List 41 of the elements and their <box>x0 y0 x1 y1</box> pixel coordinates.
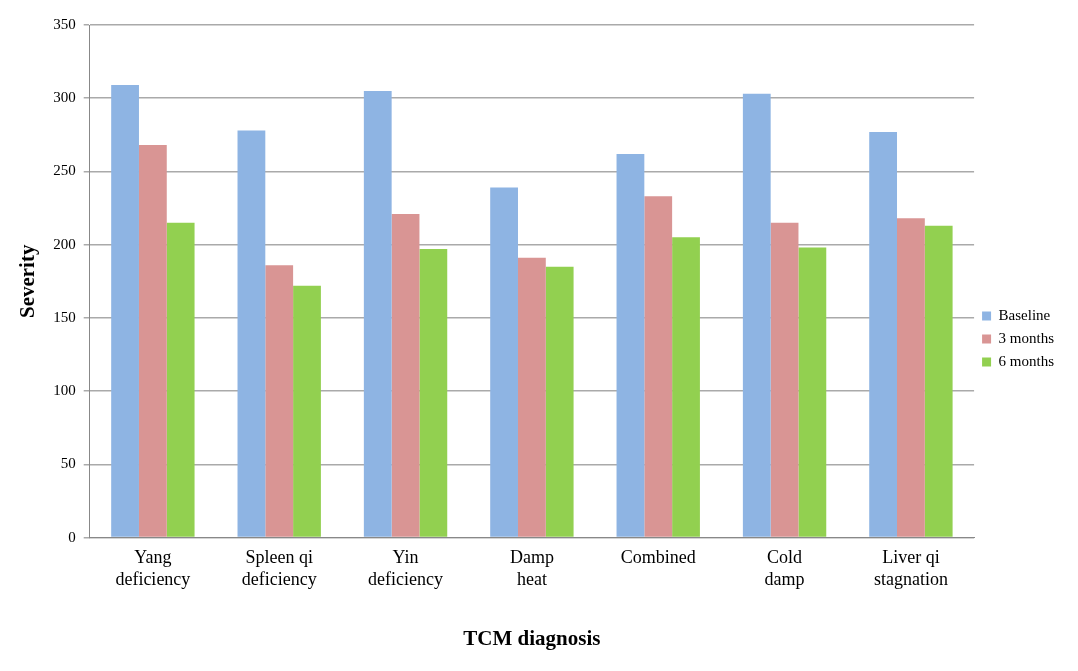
x-axis-title: TCM diagnosis <box>463 625 601 650</box>
bar <box>138 145 167 537</box>
x-tick-label: Combined <box>620 547 696 568</box>
bar <box>419 249 448 537</box>
bar <box>517 257 546 537</box>
bar <box>111 85 139 537</box>
bar <box>391 213 420 537</box>
y-axis-title: Severity <box>15 244 40 319</box>
bar <box>897 218 925 537</box>
y-tick-label: 250 <box>53 162 76 179</box>
y-tick-label: 300 <box>53 89 76 106</box>
x-tick-label: Cold damp <box>764 547 805 589</box>
y-tick-label: 200 <box>53 235 76 252</box>
bar <box>770 222 799 537</box>
legend-label: 3 months <box>998 329 1055 346</box>
x-tick-label: Liver qi stagnation <box>873 547 948 589</box>
bar <box>293 285 321 537</box>
bar <box>616 153 645 537</box>
bar <box>363 90 392 537</box>
y-tick-label: 350 <box>53 15 76 32</box>
bar <box>166 222 195 537</box>
x-tick-label: Spleen qi deficiency <box>241 547 317 589</box>
bar <box>798 247 827 537</box>
legend-label: Baseline <box>998 306 1051 323</box>
bar <box>265 265 294 537</box>
legend-label: 6 months <box>998 352 1055 369</box>
bar <box>545 266 574 537</box>
bar <box>869 131 898 537</box>
x-tick-label: Yin deficiency <box>368 547 444 589</box>
x-tick-label: Yang deficiency <box>115 547 191 589</box>
bar <box>490 187 518 537</box>
y-tick-label: 50 <box>60 455 76 472</box>
y-tick-label: 0 <box>68 528 76 545</box>
bar <box>672 237 700 537</box>
bar <box>237 130 266 537</box>
bar <box>644 196 673 537</box>
x-tick-label: Damp heat <box>509 547 554 589</box>
bar <box>924 225 953 537</box>
y-tick-label: 150 <box>53 308 76 325</box>
bar <box>742 93 771 537</box>
y-tick-label: 100 <box>53 382 76 399</box>
